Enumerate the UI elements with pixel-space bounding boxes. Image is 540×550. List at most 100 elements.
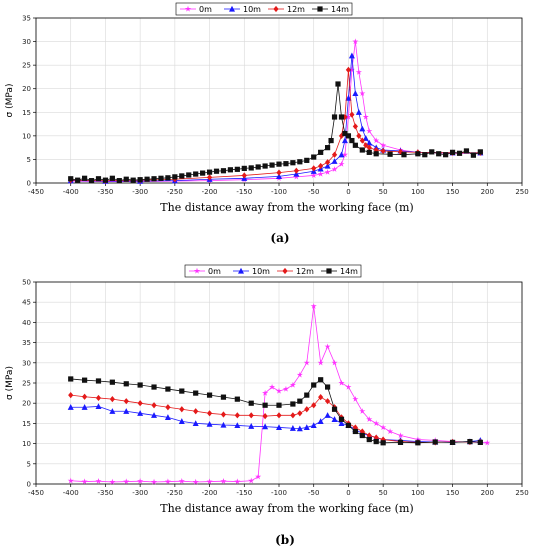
data-point <box>328 137 334 144</box>
x-tick-label: -400 <box>63 188 79 196</box>
legend-marker <box>273 5 279 13</box>
data-point <box>325 145 331 151</box>
data-point <box>248 400 254 406</box>
data-point <box>109 408 116 414</box>
x-tick-label: -50 <box>308 489 319 497</box>
data-point <box>137 400 143 407</box>
data-point <box>123 408 130 414</box>
data-point <box>345 422 352 429</box>
data-point <box>248 412 254 419</box>
data-point <box>304 392 310 398</box>
data-point <box>335 81 341 87</box>
y-tick-label: 10 <box>22 132 31 140</box>
data-point <box>352 38 359 45</box>
data-point <box>356 132 362 139</box>
data-point <box>432 439 438 445</box>
series-line <box>70 306 488 483</box>
legend-label: 10m <box>252 267 270 276</box>
x-tick-label: -450 <box>28 489 44 497</box>
data-point <box>137 382 143 388</box>
data-point <box>234 396 240 402</box>
data-point <box>262 423 269 430</box>
data-point <box>193 390 199 396</box>
x-tick-label: 100 <box>411 188 424 196</box>
data-point <box>293 167 299 174</box>
x-tick-label: -350 <box>97 188 113 196</box>
data-point <box>95 378 102 384</box>
data-point <box>352 142 358 148</box>
data-point <box>276 412 282 419</box>
data-point <box>109 379 115 385</box>
data-point <box>456 150 463 156</box>
panel-label: (b) <box>275 533 295 547</box>
data-point <box>352 395 359 402</box>
data-point <box>349 111 355 118</box>
data-point <box>317 359 324 366</box>
data-point <box>178 477 185 484</box>
data-point <box>380 440 386 446</box>
data-point <box>282 385 289 392</box>
data-point <box>137 410 144 416</box>
data-point <box>324 168 331 175</box>
data-point <box>248 165 254 171</box>
data-point <box>449 149 456 155</box>
data-point <box>345 113 352 120</box>
data-point <box>311 402 317 409</box>
data-point <box>290 160 296 166</box>
data-point <box>275 387 283 394</box>
data-point <box>144 176 150 182</box>
legend-marker <box>317 6 323 12</box>
data-point <box>290 412 296 419</box>
data-point <box>422 152 428 158</box>
data-point <box>338 114 345 120</box>
x-tick-label: 200 <box>481 489 494 497</box>
data-point <box>415 151 421 157</box>
data-point <box>397 439 404 445</box>
data-point <box>151 176 157 182</box>
y-tick-label: 20 <box>22 400 31 408</box>
data-point <box>436 151 442 157</box>
data-point <box>449 439 456 445</box>
data-point <box>289 381 296 388</box>
data-point <box>151 412 158 418</box>
chart-b: -450 -400 -350 -300 -250 -200 -150 -100 -50 0 50 10… <box>5 264 529 547</box>
data-point <box>296 425 303 432</box>
x-tick-label: -250 <box>167 188 183 196</box>
data-point <box>68 392 74 399</box>
data-point <box>373 438 379 445</box>
x-tick-label: -50 <box>308 188 319 196</box>
data-point <box>303 359 310 366</box>
y-tick-label: 25 <box>22 380 31 388</box>
data-point <box>200 170 206 176</box>
data-point <box>303 424 310 431</box>
data-point <box>324 343 331 350</box>
data-point <box>297 410 303 417</box>
data-point <box>317 170 324 177</box>
legend-label: 0m <box>199 5 212 14</box>
series-0m <box>67 303 491 485</box>
x-tick-label: -250 <box>167 489 183 497</box>
data-point <box>234 412 240 419</box>
data-point <box>338 151 345 158</box>
x-tick-label: -200 <box>202 489 218 497</box>
x-tick-label: -100 <box>271 489 287 497</box>
data-point <box>220 477 227 484</box>
data-point <box>470 152 476 158</box>
data-point <box>234 422 241 429</box>
data-point <box>359 125 366 132</box>
data-point <box>290 401 296 407</box>
x-tick-label: 0 <box>346 489 350 497</box>
x-tick-label: 50 <box>379 489 388 497</box>
data-point <box>463 148 470 154</box>
data-point <box>179 406 185 413</box>
data-point <box>477 439 483 445</box>
data-point <box>311 154 317 160</box>
data-point <box>68 376 74 382</box>
data-point <box>255 164 261 170</box>
legend-marker <box>238 267 244 274</box>
data-point <box>311 382 317 388</box>
data-point <box>338 160 345 167</box>
y-tick-label: 0 <box>27 180 31 188</box>
data-point <box>158 175 164 181</box>
x-tick-label: -300 <box>132 489 148 497</box>
